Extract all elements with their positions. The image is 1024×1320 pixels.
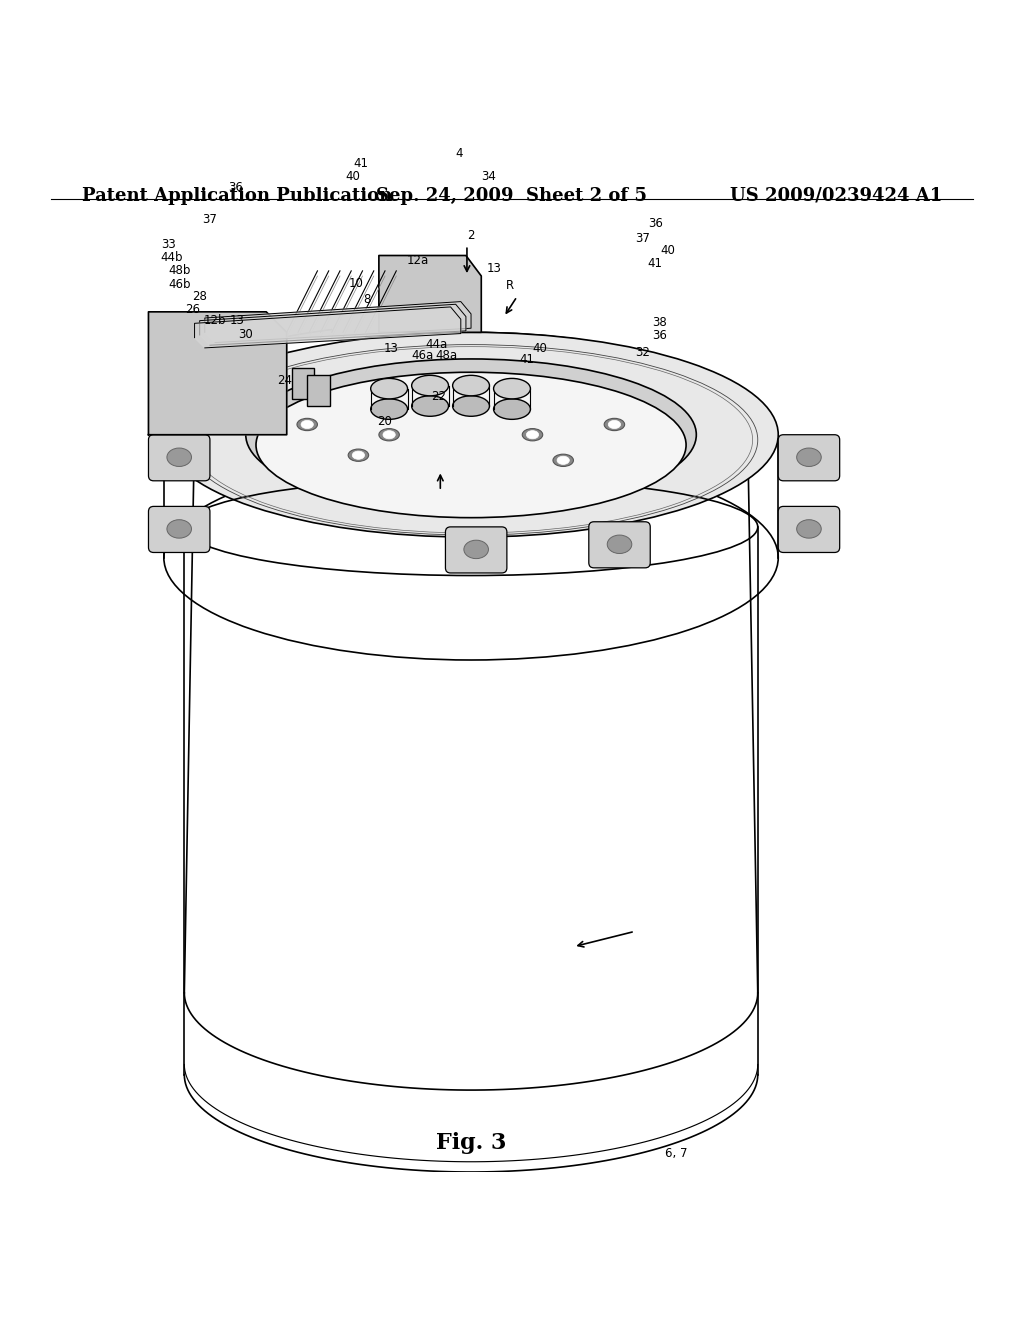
Text: 13: 13 xyxy=(384,342,398,355)
Ellipse shape xyxy=(412,375,449,396)
Ellipse shape xyxy=(604,418,625,430)
Ellipse shape xyxy=(607,535,632,553)
Text: 20: 20 xyxy=(378,414,392,428)
Text: 33: 33 xyxy=(162,238,176,251)
Text: Sep. 24, 2009  Sheet 2 of 5: Sep. 24, 2009 Sheet 2 of 5 xyxy=(377,187,647,205)
Ellipse shape xyxy=(557,457,569,465)
Text: 8: 8 xyxy=(362,293,371,306)
Text: 44a: 44a xyxy=(425,338,447,351)
Text: 6, 7: 6, 7 xyxy=(665,1147,687,1160)
Text: 26: 26 xyxy=(185,304,200,317)
Text: 40: 40 xyxy=(346,170,360,183)
Ellipse shape xyxy=(167,447,191,466)
Text: 13: 13 xyxy=(230,314,245,326)
Text: 12a: 12a xyxy=(407,255,429,267)
Ellipse shape xyxy=(797,520,821,539)
Ellipse shape xyxy=(379,429,399,441)
Ellipse shape xyxy=(371,399,408,420)
Text: 36: 36 xyxy=(652,329,667,342)
Ellipse shape xyxy=(164,333,778,537)
Text: 34: 34 xyxy=(481,170,496,183)
Ellipse shape xyxy=(553,454,573,466)
Ellipse shape xyxy=(352,451,365,459)
Text: 44b: 44b xyxy=(161,251,183,264)
Text: 36: 36 xyxy=(648,218,663,230)
Text: 41: 41 xyxy=(520,354,535,367)
Ellipse shape xyxy=(608,420,621,429)
Text: 41: 41 xyxy=(648,257,663,271)
FancyBboxPatch shape xyxy=(445,527,507,573)
Text: 32: 32 xyxy=(636,346,650,359)
Ellipse shape xyxy=(522,429,543,441)
Text: 38: 38 xyxy=(652,315,667,329)
Ellipse shape xyxy=(464,540,488,558)
FancyBboxPatch shape xyxy=(307,375,330,407)
Ellipse shape xyxy=(412,396,449,416)
Text: 37: 37 xyxy=(636,231,650,244)
Polygon shape xyxy=(200,305,466,346)
Text: 28: 28 xyxy=(193,290,207,304)
Text: 48b: 48b xyxy=(168,264,190,277)
Text: US 2009/0239424 A1: US 2009/0239424 A1 xyxy=(730,187,942,205)
Ellipse shape xyxy=(526,430,539,438)
Text: Patent Application Publication: Patent Application Publication xyxy=(82,187,392,205)
Ellipse shape xyxy=(494,379,530,399)
FancyBboxPatch shape xyxy=(292,368,314,399)
Text: 40: 40 xyxy=(660,244,675,257)
Text: 4: 4 xyxy=(455,147,463,160)
Ellipse shape xyxy=(494,399,530,420)
Polygon shape xyxy=(195,308,461,348)
Ellipse shape xyxy=(383,430,395,438)
FancyBboxPatch shape xyxy=(778,434,840,480)
Ellipse shape xyxy=(167,520,191,539)
Ellipse shape xyxy=(453,375,489,396)
Ellipse shape xyxy=(797,447,821,466)
Text: 40: 40 xyxy=(532,342,547,355)
Ellipse shape xyxy=(301,420,313,429)
Ellipse shape xyxy=(184,333,758,527)
Polygon shape xyxy=(148,312,287,434)
Ellipse shape xyxy=(246,359,696,511)
Text: 41: 41 xyxy=(353,157,368,170)
Text: 48a: 48a xyxy=(435,350,458,363)
Ellipse shape xyxy=(297,418,317,430)
Text: 46a: 46a xyxy=(412,350,434,363)
FancyBboxPatch shape xyxy=(148,434,210,480)
Text: 46b: 46b xyxy=(168,277,190,290)
Polygon shape xyxy=(205,301,471,343)
FancyBboxPatch shape xyxy=(589,521,650,568)
Text: Fig. 3: Fig. 3 xyxy=(436,1133,506,1154)
Ellipse shape xyxy=(371,379,408,399)
Text: R: R xyxy=(506,279,514,292)
Text: 12b: 12b xyxy=(204,314,226,326)
Polygon shape xyxy=(379,256,481,333)
Text: 37: 37 xyxy=(203,213,217,226)
Ellipse shape xyxy=(453,396,489,416)
Text: 30: 30 xyxy=(239,327,253,341)
Ellipse shape xyxy=(348,449,369,462)
Ellipse shape xyxy=(256,372,686,517)
Text: 24: 24 xyxy=(278,374,292,387)
Text: 10: 10 xyxy=(349,277,364,289)
Text: 36: 36 xyxy=(228,181,243,194)
Text: 2: 2 xyxy=(467,228,475,242)
FancyBboxPatch shape xyxy=(148,507,210,553)
Text: 22: 22 xyxy=(431,391,445,404)
FancyBboxPatch shape xyxy=(778,507,840,553)
Text: 13: 13 xyxy=(487,263,502,276)
